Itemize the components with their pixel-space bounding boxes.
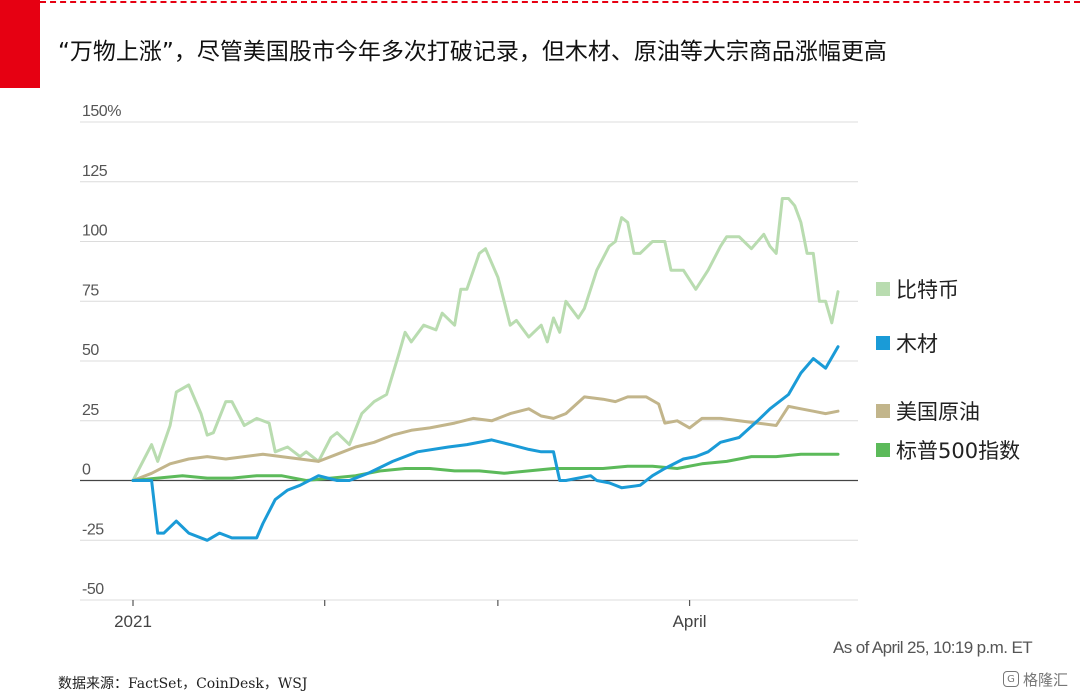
legend-swatch [876,336,890,350]
x-tick-label: 2021 [114,612,152,631]
series-line [131,345,840,542]
y-tick-label: 50 [82,342,99,359]
y-tick-label: 25 [82,402,99,419]
series-line [131,197,840,482]
legend-label: 木材 [896,332,938,356]
series-line [131,452,840,482]
y-tick-label: 150% [82,103,121,120]
as-of-timestamp: As of April 25, 10:19 p.m. ET [833,638,1033,657]
legend-label: 美国原油 [896,400,980,424]
watermark-text: 格隆汇 [1023,670,1069,689]
y-tick-label: -50 [82,581,104,598]
x-tick-label: April [673,612,707,631]
line-chart: 150% 125 100 75 50 25 0 -25 -50 2021 April 比特币木材美国原… [80,103,1020,631]
y-tick-label: 0 [82,462,91,479]
legend-label: 比特币 [896,278,959,302]
series-line [131,395,840,482]
legend-swatch [876,404,890,418]
y-tick-label: 125 [82,163,108,180]
top-divider [40,1,1080,3]
watermark: G 格隆汇 [1003,669,1068,689]
legend-swatch [876,282,890,296]
legend-swatch [876,443,890,457]
y-tick-label: -25 [82,521,104,538]
page-title: “万物上涨”，尽管美国股市今年多次打破记录，但木材、原油等大宗商品涨幅更高 [58,39,887,65]
y-tick-label: 100 [82,223,108,240]
accent-bar [0,0,40,88]
y-tick-label: 75 [82,282,99,299]
legend-label: 标普500指数 [896,439,1020,463]
logo-icon: G [1003,671,1019,687]
source-note: 数据来源：FactSet，CoinDesk，WSJ [58,676,308,692]
